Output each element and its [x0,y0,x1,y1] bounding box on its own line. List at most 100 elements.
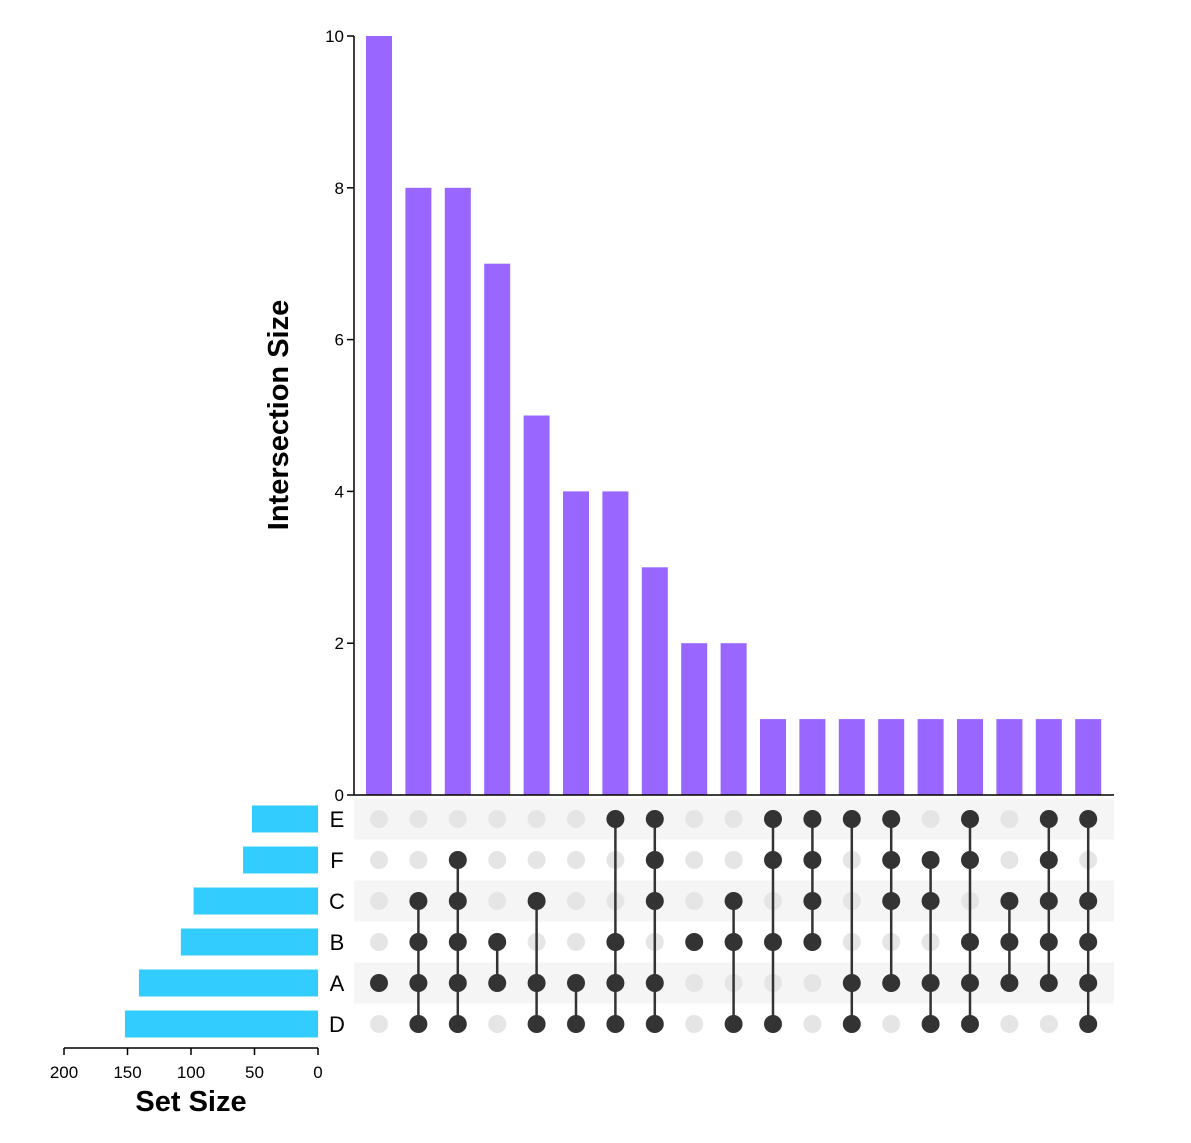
matrix-dot-inactive [685,810,704,828]
matrix-dot-active [685,933,704,951]
set-size-axis-tick-label: 150 [113,1063,141,1082]
matrix-dot-active [764,810,782,828]
matrix-dot-active [961,933,979,951]
matrix-dot-active [764,1015,782,1033]
set-label: C [329,889,345,914]
matrix-dot-active [645,851,664,869]
intersection-bar [681,643,708,795]
matrix-dot-active [645,892,664,910]
set-label: A [330,971,345,996]
matrix-dot-active [448,851,467,869]
matrix-dot-active [409,892,428,910]
matrix-dot-active [921,851,940,869]
set-size-axis-tick-label: 200 [50,1063,78,1082]
matrix-dot-inactive [370,892,388,910]
matrix-dot-inactive [567,851,585,869]
matrix-dot-active [961,851,979,869]
matrix-dot-active [1079,933,1098,951]
matrix-dot-active [1079,974,1098,992]
matrix-dot-active [448,974,467,992]
matrix-dot-active [1000,892,1019,910]
intersection-bar [602,491,629,795]
matrix-dot-active [488,933,507,951]
intersection-bar [760,719,786,795]
intersection-bar [996,719,1023,795]
matrix-dot-active [1039,851,1058,869]
intersection-bar [523,415,550,795]
matrix-dot-inactive [370,1015,388,1033]
matrix-dot-inactive [370,810,388,828]
matrix-dot-inactive [488,892,507,910]
intersection-bar [720,643,747,795]
intersection-bar [484,263,511,795]
intersection-bar [957,719,983,795]
intersection-bar [563,491,589,795]
intersection-axis-tick-label: 4 [335,482,344,501]
set-size-axis-tick-label: 100 [177,1063,205,1082]
matrix-dot-inactive [370,933,388,951]
intersection-bar [917,719,944,795]
intersection-axis-tick-label: 6 [335,331,344,350]
matrix-dot-active [645,810,664,828]
matrix-dot-active [409,933,428,951]
matrix-dot-active [803,810,822,828]
set-size-bars [124,805,319,1038]
matrix-dot-active [1079,892,1098,910]
set-size-axis-title: Set Size [135,1086,246,1118]
intersection-size-axis-title: Intersection Size [263,300,295,530]
matrix-dot-active [448,892,467,910]
matrix-dot-active [961,810,979,828]
matrix-dot-inactive [409,810,428,828]
intersection-axis-tick-label: 2 [335,634,344,653]
set-size-bar [243,846,318,874]
set-label: D [329,1012,345,1037]
matrix-dot-inactive [527,810,546,828]
set-size-bar [180,928,318,956]
matrix-dot-active [882,974,901,992]
matrix-dot-active [409,1015,428,1033]
intersection-bar [878,719,905,795]
set-size-axis-tick-label: 0 [313,1063,322,1082]
set-label: F [330,848,343,873]
intersection-bar [366,36,392,795]
matrix-dot-active [567,1015,585,1033]
matrix-dot-inactive [685,851,704,869]
matrix-dot-inactive [567,810,585,828]
matrix-dot-inactive [882,1015,901,1033]
matrix-dot-active [724,933,743,951]
matrix-dot-active [764,933,782,951]
matrix-dot-active [882,851,901,869]
intersection-bar [405,187,432,796]
matrix-dot-active [803,933,822,951]
matrix-dot-active [961,1015,979,1033]
matrix-dot-active [921,974,940,992]
matrix-dot-inactive [921,810,940,828]
set-label: E [330,807,345,832]
matrix-dot-active [527,892,546,910]
matrix-dot-active [724,892,743,910]
intersection-size-axis: 0 2 4 6 8 10 [325,27,1114,805]
set-size-axis-tick-label: 50 [245,1063,264,1082]
matrix-dot-inactive [409,851,428,869]
matrix-dot-inactive [567,892,585,910]
set-label: B [330,930,345,955]
intersection-bar [1035,719,1062,795]
matrix-dot-active [527,974,546,992]
matrix-dot-inactive [685,1015,704,1033]
matrix-dot-inactive [488,851,507,869]
matrix-dot-active [921,892,940,910]
set-size-bar [124,1010,319,1038]
matrix-dot-active [606,933,625,951]
matrix-dot-active [842,974,861,992]
intersection-bars [366,36,1102,796]
matrix-dot-active [921,1015,940,1033]
matrix-dot-inactive [1039,1015,1058,1033]
intersection-matrix [370,810,1098,1033]
matrix-dot-active [606,1015,625,1033]
matrix-dot-inactive [685,974,704,992]
matrix-dot-active [1079,1015,1098,1033]
matrix-dot-active [488,974,507,992]
matrix-dot-inactive [685,892,704,910]
matrix-dot-inactive [488,810,507,828]
